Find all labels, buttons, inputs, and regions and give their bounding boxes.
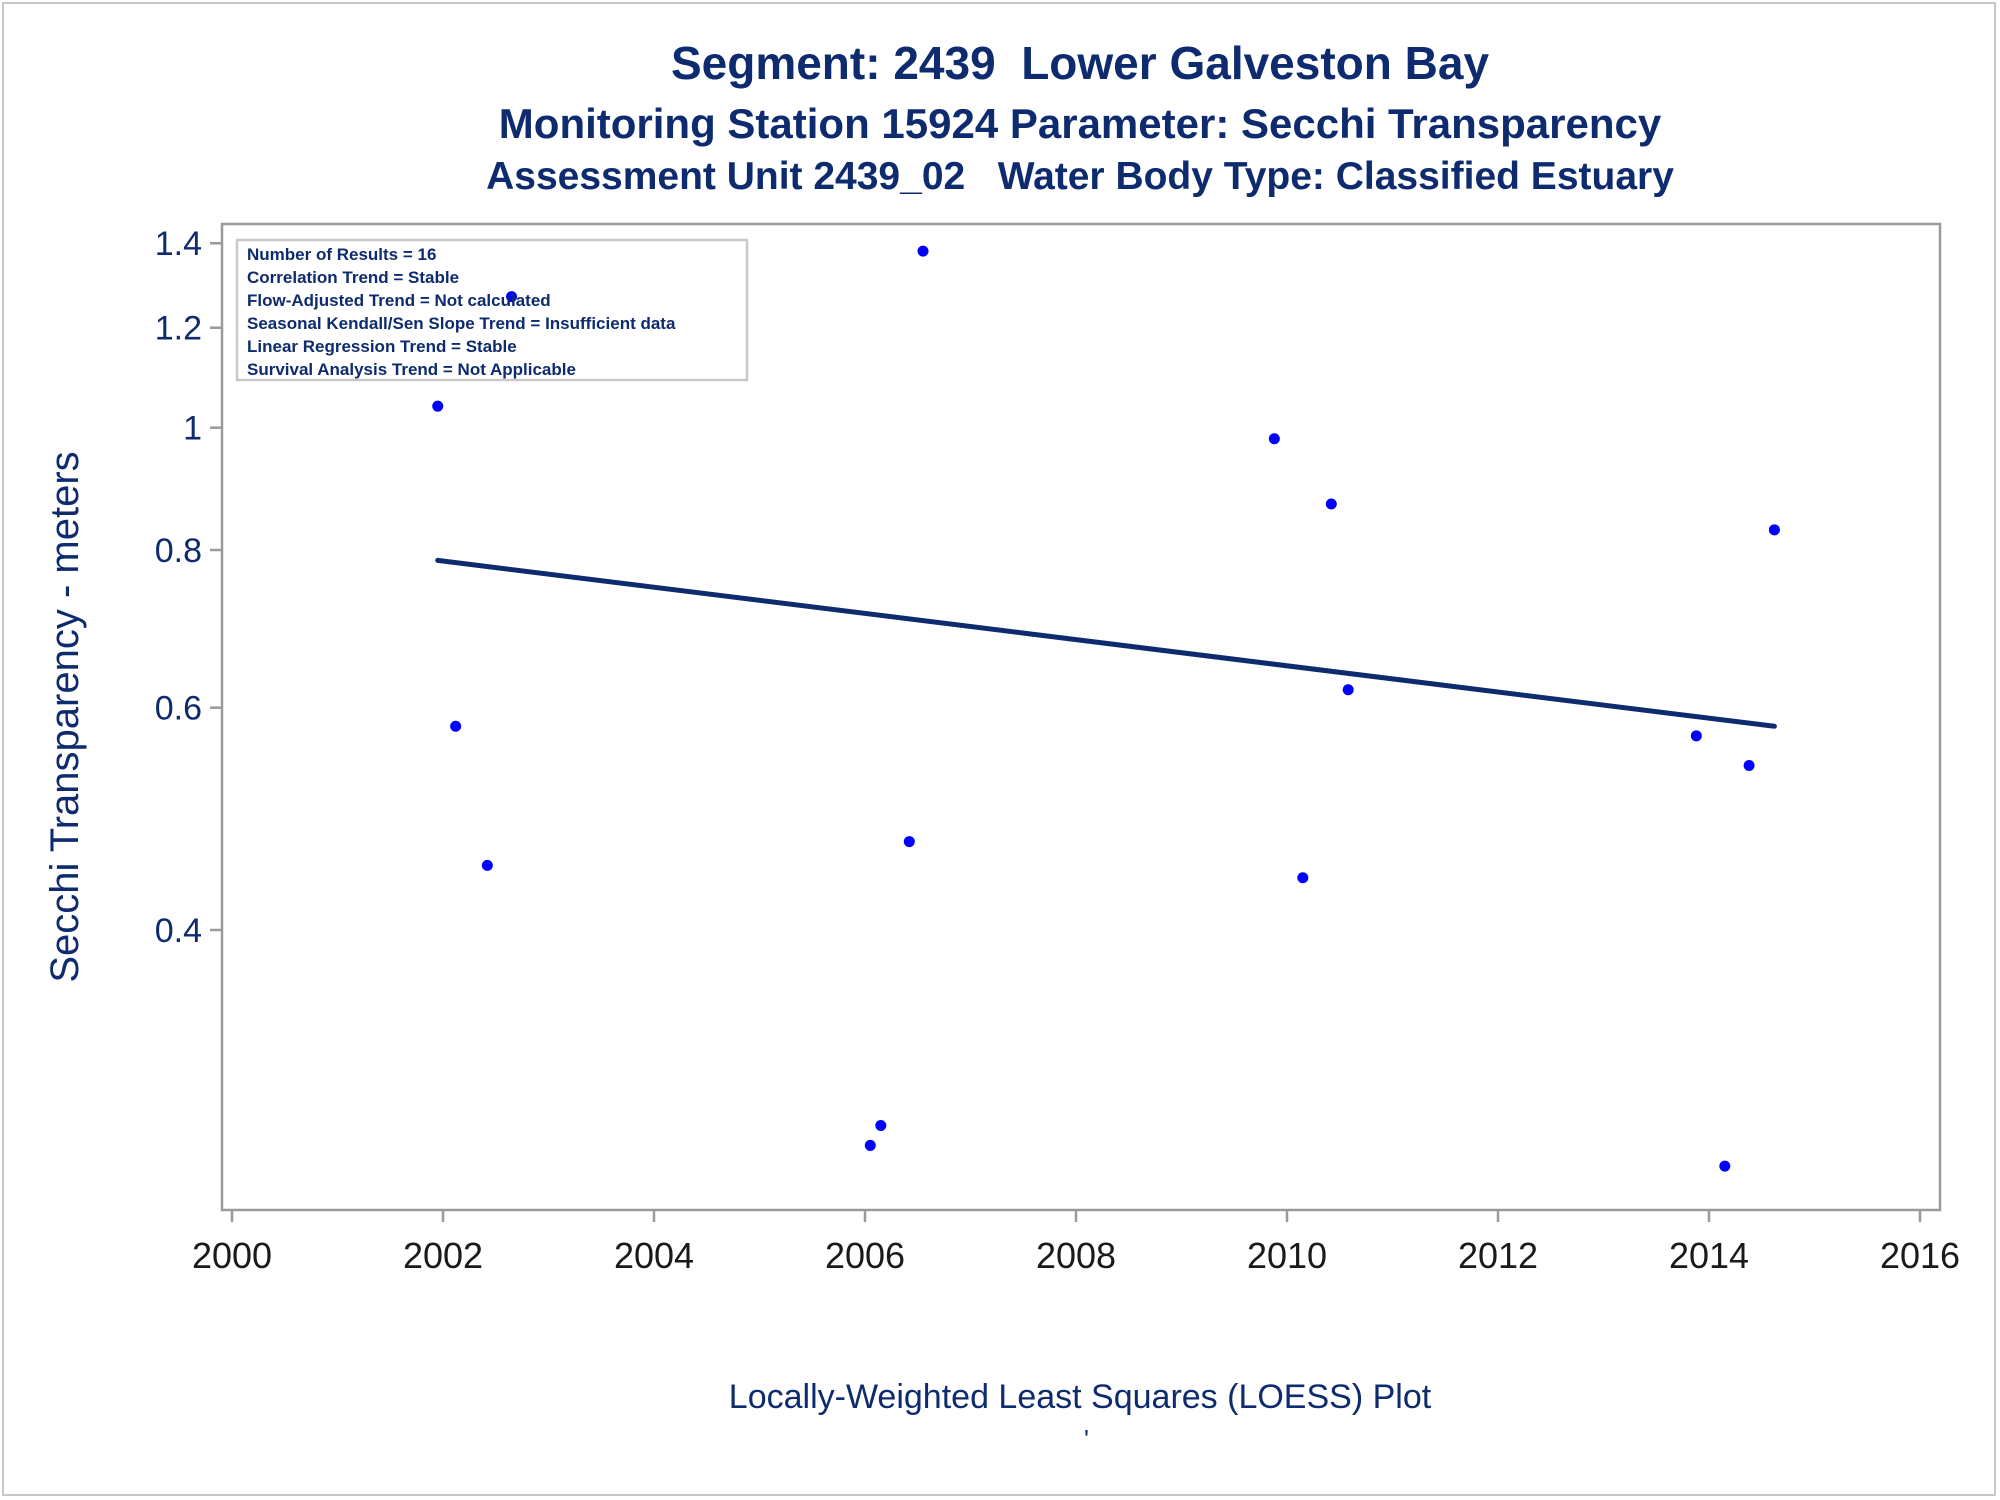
trend-summary-line: Flow-Adjusted Trend = Not calculated bbox=[247, 291, 551, 310]
footnote-mark: ' bbox=[1084, 1424, 1089, 1454]
x-tick-label: 2004 bbox=[614, 1235, 694, 1276]
x-tick-label: 2000 bbox=[192, 1235, 272, 1276]
data-point bbox=[1325, 498, 1337, 510]
data-point bbox=[903, 836, 915, 848]
data-point bbox=[1268, 433, 1280, 445]
data-point bbox=[506, 291, 518, 303]
data-point bbox=[1342, 684, 1354, 696]
trend-summary-border bbox=[235, 238, 749, 382]
x-tick-label: 2008 bbox=[1036, 1235, 1116, 1276]
chart-title: Segment: 2439 Lower Galveston Bay bbox=[670, 37, 1490, 89]
data-point bbox=[875, 1119, 887, 1131]
y-tick-label: 0.6 bbox=[155, 690, 202, 728]
y-tick-label: 0.8 bbox=[155, 532, 202, 570]
x-tick-label: 2002 bbox=[403, 1235, 483, 1276]
data-point bbox=[1297, 872, 1309, 884]
x-tick-label: 2010 bbox=[1247, 1235, 1327, 1276]
data-point bbox=[1690, 730, 1702, 742]
x-tick-label: 2012 bbox=[1458, 1235, 1538, 1276]
trend-summary-line: Number of Results = 16 bbox=[247, 245, 436, 264]
trend-summary-box: Number of Results = 16 Correlation Trend … bbox=[235, 238, 749, 382]
data-point bbox=[1719, 1160, 1731, 1172]
y-tick-label: 1 bbox=[183, 410, 202, 448]
footnote: Locally-Weighted Least Squares (LOESS) P… bbox=[728, 1378, 1432, 1416]
x-axis: 2000 2002 2004 2006 2008 2010 2012 2014 2016 bbox=[192, 1210, 1960, 1276]
trend-summary-line: Correlation Trend = Stable bbox=[247, 268, 459, 287]
x-tick-label: 2006 bbox=[825, 1235, 905, 1276]
chart-subtitle-station: Monitoring Station 15924 Parameter: Secc… bbox=[498, 100, 1662, 147]
data-point bbox=[432, 400, 444, 412]
data-points bbox=[432, 245, 1780, 1172]
y-axis: 0.4 0.6 0.8 1 1.2 1.4 bbox=[155, 225, 222, 950]
data-point bbox=[1768, 524, 1780, 536]
chart-subtitle-assessment: Assessment Unit 2439_02 Water Body Type:… bbox=[486, 155, 1674, 198]
data-point bbox=[481, 859, 493, 871]
data-point bbox=[1743, 759, 1755, 771]
y-tick-label: 1.2 bbox=[155, 310, 202, 348]
data-point bbox=[864, 1139, 876, 1151]
trend-summary-line: Linear Regression Trend = Stable bbox=[247, 337, 517, 356]
trend-summary-line: Survival Analysis Trend = Not Applicable bbox=[247, 360, 576, 379]
trend-line-group bbox=[435, 557, 1777, 729]
plot-area bbox=[220, 222, 1942, 1212]
y-tick-label: 0.4 bbox=[155, 912, 202, 950]
y-tick-label: 1.4 bbox=[155, 225, 202, 263]
x-tick-label: 2016 bbox=[1880, 1235, 1960, 1276]
trend-summary-line: Seasonal Kendall/Sen Slope Trend = Insuf… bbox=[247, 314, 676, 333]
x-tick-label: 2014 bbox=[1669, 1235, 1749, 1276]
y-axis-label: Secchi Transparency - meters bbox=[43, 451, 87, 982]
data-point bbox=[450, 720, 462, 732]
data-point bbox=[917, 245, 929, 257]
trend-line bbox=[435, 557, 1777, 729]
